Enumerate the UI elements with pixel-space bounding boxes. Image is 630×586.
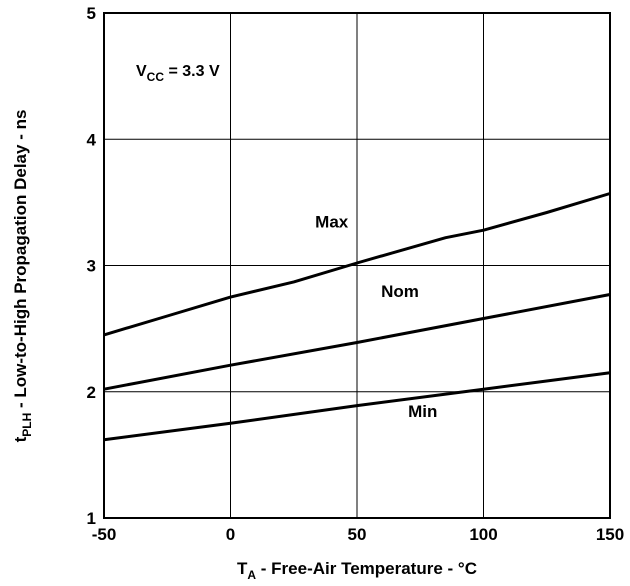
y-tick-label: 2: [87, 383, 96, 402]
series-label-max: Max: [315, 213, 349, 232]
y-axis-title: tPLH - Low-to-High Propagation Delay - n…: [11, 110, 34, 443]
x-tick-label: -50: [92, 525, 117, 544]
series-lines: [103, 192, 611, 442]
series-line-max: [103, 192, 611, 337]
series-label-nom: Nom: [381, 282, 419, 301]
plot-frame: [103, 12, 611, 519]
y-tick-label: 5: [87, 4, 96, 23]
x-axis-title: TA - Free-Air Temperature - °C: [237, 559, 477, 582]
y-tick-label: 1: [87, 509, 96, 528]
x-tick-label: 100: [469, 525, 497, 544]
y-tick-label: 4: [87, 130, 97, 149]
series-line-min: [103, 371, 611, 442]
grid-lines: [103, 12, 611, 519]
vcc-annotation: VCC = 3.3 V: [136, 63, 220, 84]
series-labels: Max Nom Min: [315, 213, 437, 421]
y-tick-labels: 1 2 3 4 5: [87, 4, 97, 528]
series-line-nom: [103, 293, 611, 391]
y-tick-label: 3: [87, 257, 96, 276]
x-tick-label: 150: [596, 525, 624, 544]
x-tick-labels: -50 0 50 100 150: [92, 525, 624, 544]
x-tick-label: 50: [348, 525, 367, 544]
series-label-min: Min: [408, 402, 437, 421]
x-tick-label: 0: [226, 525, 235, 544]
